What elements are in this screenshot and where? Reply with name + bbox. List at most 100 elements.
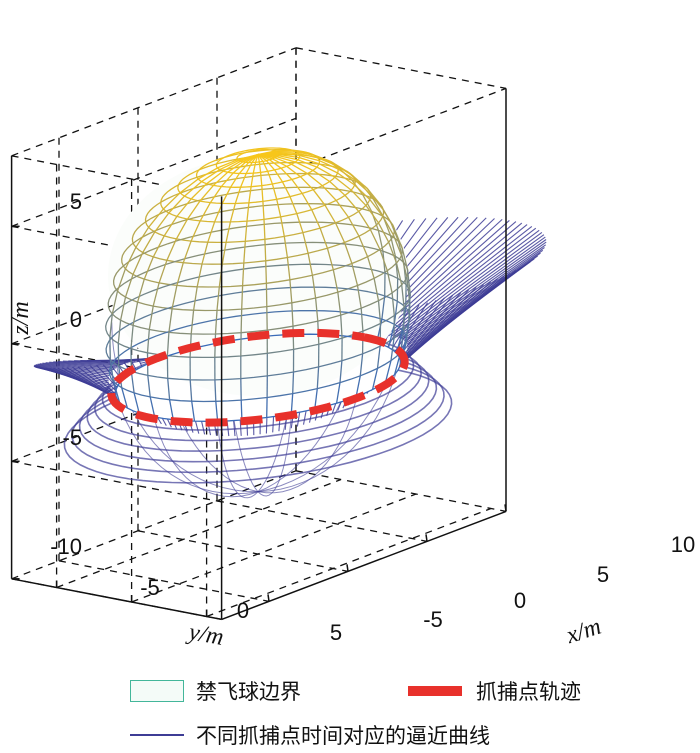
y-tick-label: 5 [330,620,342,645]
sphere-meridian [240,400,243,421]
sphere-meridian [124,247,137,270]
sphere-meridian [225,221,232,243]
sphere-meridian [355,375,361,397]
sphere-meridian [230,173,240,188]
approach-curve [53,361,121,367]
grid-line [131,493,417,603]
sphere-meridian [392,234,403,256]
approach-curve [400,234,545,339]
sphere-meridian [298,152,318,159]
tick-mark [346,564,349,572]
sphere-meridian [190,183,208,200]
approach-curve [396,229,540,338]
sphere-meridian [347,216,360,237]
sphere-meridian [271,183,278,200]
sphere-meridian [168,195,185,214]
grid-line [206,507,492,618]
sphere-meridian [241,285,244,310]
sphere-meridian [302,232,309,254]
approach-curve [406,249,544,347]
sphere-meridian [196,263,203,287]
sphere-meridian [317,157,337,166]
x-tick-label: 0 [514,588,526,613]
approach-curve [33,365,109,378]
sphere-meridian [382,215,395,236]
sphere-meridian [152,282,160,307]
sphere-meridian [312,189,326,206]
sphere-meridian [299,176,314,191]
sphere-meridian [219,160,239,171]
sphere-meridian [377,222,390,243]
legend-label: 禁飞球边界 [196,680,301,704]
sphere-meridian [162,192,181,210]
sphere-meridian [243,241,246,264]
sphere-meridian [121,387,129,409]
approach-curve [391,225,533,337]
sphere-surface [105,147,411,422]
sphere-meridian [291,163,308,175]
legend-swatch-dash [408,686,462,696]
sphere-meridian [290,393,294,414]
sphere-meridian [324,204,337,224]
sphere-meridian [262,201,265,220]
box-edge [221,510,507,621]
sphere-meridian [221,242,227,265]
sphere-meridian [334,176,352,191]
sphere-meridian [400,255,408,278]
z-tick-label: -5 [62,425,82,450]
sphere-meridian [184,181,203,197]
approach-curve [35,364,111,375]
box-edge [295,47,507,90]
sphere-meridian [340,315,343,339]
sphere-meridian [264,239,267,261]
sphere-meridian [307,253,314,276]
sphere-meridian [316,366,320,389]
sphere-meridian [148,305,154,330]
sphere-meridian [245,162,253,174]
sphere-meridian [212,171,229,186]
legend-item-capture-trajectory: 抓捕点轨迹 [408,676,581,706]
legend-label: 不同抓捕点时间对应的逼近曲线 [196,724,490,748]
sphere-meridian [371,368,379,390]
sphere-meridian [311,275,317,299]
sphere-meridian [234,186,242,204]
approach-curve [42,362,115,370]
sphere-meridian [265,160,276,171]
sphere-meridian [197,167,218,180]
sphere-meridian [286,165,301,178]
sphere-meridian [206,170,224,185]
z-axis-label: z/m [8,301,34,335]
sphere-meridian [147,375,151,397]
sphere-meridian [275,149,293,152]
lower-sphere-meridian [111,322,259,493]
sphere-meridian [207,221,216,243]
sphere-meridian [373,278,380,301]
sphere-meridian [111,290,119,315]
sphere-meridian [152,235,165,258]
legend-item-sphere-boundary: 禁飞球边界 [130,676,301,706]
sphere-meridian [406,276,410,300]
sphere-meridian [358,235,369,257]
approach-curve [33,365,109,380]
sphere-meridian [246,202,250,222]
sphere-meridian [175,218,189,240]
approach-curve [384,222,523,337]
sphere-meridian [390,338,395,361]
sphere-meridian [154,212,170,233]
sphere-meridian [148,208,164,228]
sphere-meridian [381,295,386,320]
x-tick-label: -5 [423,607,443,632]
sphere-meridian [136,278,145,303]
sphere-meridian [252,162,257,174]
sphere-meridian [296,151,315,156]
sphere-meridian [301,193,313,211]
sphere-meridian [278,154,299,161]
sphere-meridian [329,181,346,196]
sphere-meridian [291,302,294,327]
sphere-meridian [332,269,339,293]
sphere-meridian [146,329,150,353]
sphere-meridian [124,274,134,298]
sphere-meridian [286,257,291,280]
sphere-meridian [222,160,241,172]
